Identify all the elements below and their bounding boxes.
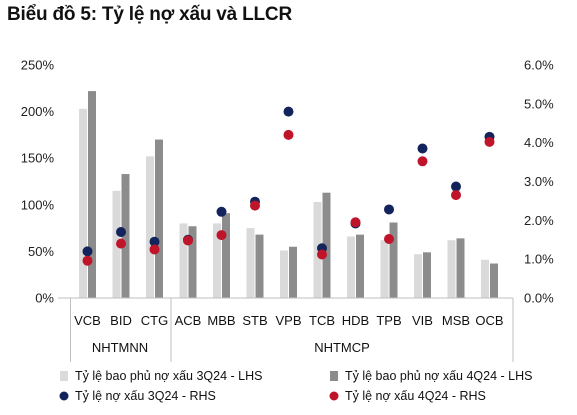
bar-4q24 — [88, 91, 96, 298]
left-axis: 0% 50% 100% 150% 200% 250% — [21, 58, 55, 306]
bar-3q24 — [347, 236, 355, 298]
legend: Tỷ lệ bao phủ nợ xấu 3Q24 - LHS Tỷ lệ bao… — [59, 369, 532, 403]
bar-4q24 — [456, 238, 465, 298]
dot-4q24 — [451, 190, 461, 201]
legend-label: Tỷ lệ nợ xấu 4Q24 - RHS — [345, 389, 486, 403]
bar-3q24 — [146, 156, 154, 298]
bar-4q24 — [188, 226, 197, 298]
legend-marker — [59, 391, 69, 401]
right-tick-label: 0.0% — [524, 291, 554, 306]
dot-4q24 — [82, 255, 93, 266]
bar-3q24 — [280, 250, 288, 298]
legend-swatch — [330, 371, 338, 381]
group-labels: NHTMNN NHTMCP — [70, 298, 514, 362]
category-label: TPB — [376, 313, 401, 328]
category-label: ACB — [175, 313, 202, 328]
dot-4q24 — [384, 233, 394, 244]
bar-4q24 — [490, 263, 498, 298]
dot-4q24 — [183, 235, 193, 246]
bar-4q24 — [423, 252, 431, 298]
bar-3q24 — [213, 223, 221, 298]
legend-label: Tỷ lệ nợ xấu 3Q24 - RHS — [75, 389, 216, 403]
right-axis: 0.0% 1.0% 2.0% 3.0% 4.0% 5.0% 6.0% — [524, 58, 554, 306]
left-tick-label: 150% — [21, 151, 55, 166]
dot-3q24 — [116, 226, 126, 237]
dot-4q24 — [417, 156, 428, 167]
right-tick-label: 2.0% — [524, 213, 554, 228]
bar-3q24 — [481, 259, 489, 298]
chart-title: Biểu đồ 5: Tỷ lệ nợ xấu và LLCR — [7, 4, 292, 25]
group-label: NHTMCP — [314, 340, 370, 355]
category-label: BID — [110, 313, 132, 328]
category-label: MBB — [207, 313, 235, 328]
bar-4q24 — [155, 139, 163, 298]
category-label: VIB — [412, 313, 433, 328]
dot-3q24 — [149, 236, 160, 247]
legend-marker — [329, 391, 339, 401]
bar-4q24 — [222, 213, 230, 298]
dot-4q24 — [216, 230, 227, 241]
bar-3q24 — [179, 223, 188, 298]
bar-4q24 — [356, 234, 364, 298]
dot-4q24 — [250, 200, 260, 211]
right-tick-label: 6.0% — [524, 58, 554, 73]
category-label: VPB — [275, 313, 301, 328]
left-tick-label: 200% — [21, 104, 55, 119]
dot-4q24 — [149, 244, 160, 255]
right-tick-label: 1.0% — [524, 252, 554, 267]
category-labels: VCB BID CTG ACB MBB STB VPB TCB HDB TPB VIB MSB OCB — [74, 313, 503, 328]
category-label: CTG — [141, 313, 168, 328]
dot-3q24 — [216, 206, 227, 217]
bar-4q24 — [322, 192, 331, 298]
category-label: MSB — [442, 313, 470, 328]
bar-4q24 — [255, 234, 264, 298]
bars — [79, 91, 498, 298]
dot-3q24 — [384, 204, 394, 215]
bar-3q24 — [447, 240, 456, 298]
category-label: OCB — [475, 313, 503, 328]
dot-4q24 — [116, 238, 126, 249]
dot-4q24 — [317, 249, 327, 260]
left-tick-label: 0% — [35, 291, 54, 306]
category-label: VCB — [74, 313, 101, 328]
legend-swatch — [60, 371, 68, 381]
bar-4q24 — [289, 246, 297, 298]
legend-label: Tỷ lệ bao phủ nợ xấu 4Q24 - LHS — [345, 369, 532, 383]
category-label: STB — [242, 313, 267, 328]
right-tick-label: 3.0% — [524, 174, 554, 189]
bar-3q24 — [79, 108, 87, 298]
right-tick-label: 4.0% — [524, 135, 554, 150]
dot-4q24 — [350, 217, 361, 228]
left-tick-label: 250% — [21, 58, 55, 73]
dots — [82, 106, 495, 266]
category-label: HDB — [342, 313, 369, 328]
bar-3q24 — [414, 254, 422, 298]
dot-3q24 — [451, 181, 461, 192]
dot-4q24 — [283, 129, 294, 140]
dot-3q24 — [283, 106, 294, 117]
left-tick-label: 50% — [28, 244, 54, 259]
bar-3q24 — [246, 228, 255, 298]
left-tick-label: 100% — [21, 197, 55, 212]
bar-4q24 — [389, 222, 398, 298]
dot-3q24 — [82, 246, 93, 257]
legend-label: Tỷ lệ bao phủ nợ xấu 3Q24 - LHS — [75, 369, 262, 383]
dot-3q24 — [417, 143, 428, 154]
group-label: NHTMNN — [92, 340, 148, 355]
bar-4q24 — [121, 174, 130, 298]
right-tick-label: 5.0% — [524, 96, 554, 111]
dot-4q24 — [484, 136, 495, 147]
category-label: TCB — [309, 313, 335, 328]
bar-3q24 — [380, 240, 389, 298]
